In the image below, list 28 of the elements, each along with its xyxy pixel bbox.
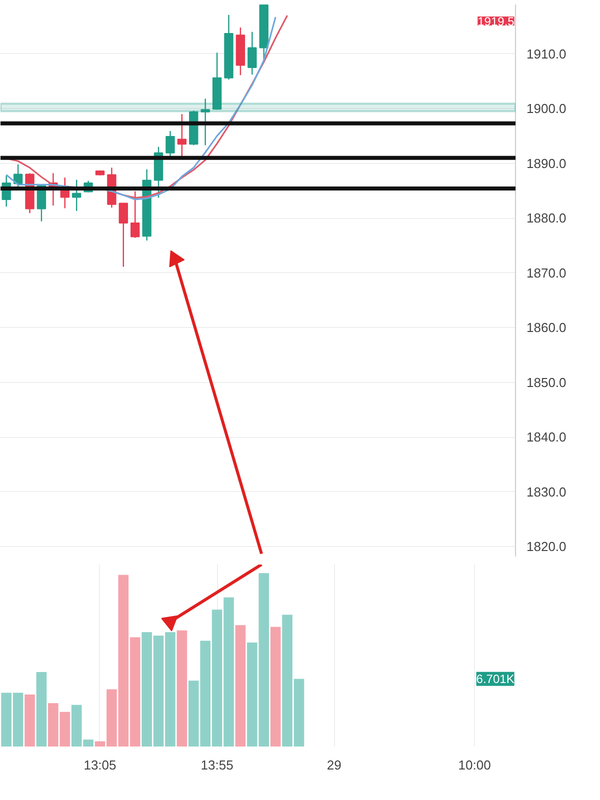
y-tick-label: 1860.0 (526, 320, 566, 336)
bar (235, 625, 246, 746)
annotation: 1919.5 (478, 14, 515, 29)
candlestick (177, 113, 187, 159)
bar (176, 630, 188, 746)
candlestick (248, 31, 257, 76)
y-tick-label: 1850.0 (526, 374, 566, 390)
x-tick-label: 13:55 (200, 758, 234, 772)
candlestick (130, 190, 140, 238)
candlestick (200, 98, 210, 146)
y-tick-label: 1900.0 (526, 101, 566, 116)
bar (270, 626, 281, 746)
x-tick-label: 10:00 (458, 758, 491, 772)
annotation: 6.701K (476, 672, 514, 686)
y-tick-label: 1870.0 (526, 265, 566, 280)
bar (24, 694, 35, 746)
y-tick-label: 1840.0 (526, 430, 566, 445)
y-tick-label: 1910.0 (526, 46, 566, 62)
candlestick (72, 179, 82, 212)
x-tick-label: 29 (326, 758, 342, 772)
y-tick-label: 1890.0 (526, 156, 566, 171)
y-tick-label: 1880.0 (526, 210, 566, 226)
bar (36, 672, 47, 746)
y-tick-label: 1820.0 (526, 539, 566, 554)
candlestick (166, 130, 175, 159)
x-tick-label: 13:05 (84, 758, 116, 772)
y-tick-label: 1830.0 (526, 484, 566, 500)
candlestick (118, 202, 128, 268)
